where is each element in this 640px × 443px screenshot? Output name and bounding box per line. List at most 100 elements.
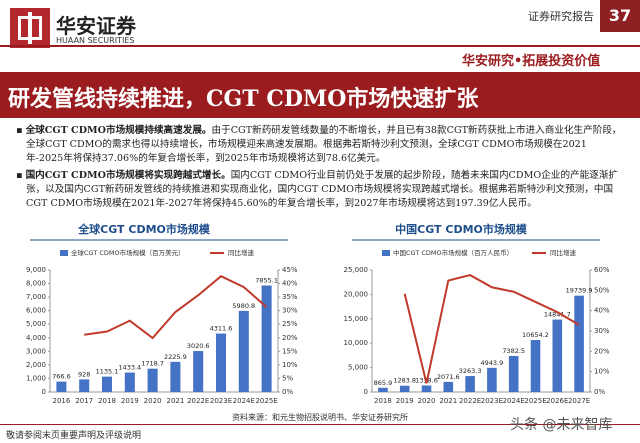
growth-line	[403, 274, 580, 384]
bar	[56, 381, 67, 392]
y2-tick-label: 50%	[594, 286, 610, 294]
growth-line	[84, 275, 268, 340]
x-tick-label: 2025E	[255, 397, 277, 405]
x-tick-label: 2024E	[233, 397, 255, 405]
report-type: 证券研究报告	[528, 10, 594, 23]
bar	[465, 376, 475, 392]
bar	[238, 310, 249, 392]
header-rule	[0, 45, 640, 47]
y-tick-label: 6,000	[26, 307, 46, 315]
x-tick-label: 2020	[418, 397, 436, 405]
y-tick-label: 7,000	[26, 293, 46, 301]
data-label: 3263.3	[459, 367, 482, 375]
bar	[193, 351, 204, 392]
x-tick-label: 2022E	[459, 397, 481, 405]
x-tick-label: 2018	[98, 397, 116, 405]
x-tick-label: 2021	[439, 397, 457, 405]
chart-title: 全球CGT CDMO市场规模	[77, 222, 211, 236]
bar	[378, 387, 388, 392]
data-label: 865.9	[374, 379, 393, 387]
data-label: 2071.6	[437, 373, 460, 381]
bar	[421, 385, 432, 392]
data-label: 928	[78, 370, 90, 378]
bar	[399, 385, 410, 392]
y-tick-label: 1,000	[26, 374, 46, 382]
data-label: 1135.1	[96, 368, 119, 376]
y2-tick-label: 45%	[282, 266, 298, 274]
y2-tick-label: 40%	[594, 307, 610, 315]
bar	[530, 340, 541, 392]
x-tick-label: 2019	[121, 397, 139, 405]
y2-tick-label: 10%	[594, 368, 610, 376]
y-tick-label: 0	[364, 388, 368, 396]
slogan: 华安研究•拓展投资价值	[462, 54, 601, 69]
y2-tick-label: 60%	[594, 266, 610, 274]
data-label: 766.6	[52, 373, 71, 381]
y2-tick-label: 0%	[282, 388, 293, 396]
data-label: 14841.7	[544, 311, 571, 319]
y2-tick-label: 10%	[282, 361, 298, 369]
bar	[170, 361, 181, 392]
x-tick-label: 2021	[166, 397, 184, 405]
bar	[101, 376, 113, 392]
data-label: 5980.8	[232, 302, 255, 310]
source: 资料来源：和元生物招股说明书、华安证券研究所	[232, 413, 408, 422]
y-tick-label: 20,000	[344, 290, 369, 298]
y-tick-label: 2,000	[26, 361, 46, 369]
bar	[79, 379, 90, 392]
bullet-text: 由于CGT新药研发管线数量的不断增长，并且已有38款CGT新药获批上市进入商业化…	[26, 125, 622, 165]
data-label: 1283.8	[393, 377, 416, 385]
y2-tick-label: 5%	[282, 374, 293, 382]
bullet-lead: 国内CGT CDMO市场规模将实现跨越式增长。	[25, 169, 231, 181]
data-label: 4943.9	[481, 359, 504, 367]
x-tick-label: 2020	[144, 397, 162, 405]
y-tick-label: 0	[42, 388, 46, 396]
x-tick-label: 2019	[396, 397, 414, 405]
page-title: 研发管线持续推进，CGT CDMO市场快速扩张	[8, 86, 479, 112]
bullet-lead: 全球CGT CDMO市场规模持续高速发展。	[25, 125, 212, 136]
bullet-text: 国内CGT CDMO行业目前仍处于发展的起步阶段，随着未来国内CDMO企业的产能…	[26, 169, 619, 210]
data-label: 19739.9	[566, 287, 593, 295]
data-label: 3020.6	[187, 342, 210, 350]
y2-tick-label: 30%	[594, 327, 610, 335]
bar	[147, 368, 158, 392]
y2-tick-label: 20%	[594, 347, 610, 355]
bullet: ▪ 国内CGT CDMO市场规模将实现跨越式增长。国内CGT CDMO行业目前仍…	[16, 169, 619, 210]
x-tick-label: 2026E	[546, 397, 568, 405]
y-tick-label: 5,000	[26, 320, 46, 328]
data-label: 2225.9	[164, 353, 187, 361]
y-tick-label: 10,000	[344, 339, 369, 347]
charts: 全球CGT CDMO市场规模 0 1,000 2,000 3,000 4,000 5,000…	[26, 222, 610, 405]
x-tick-label: 2017	[75, 397, 93, 405]
data-label: 10654.2	[522, 331, 549, 339]
y2-tick-label: 40%	[282, 280, 298, 288]
legend-label: 同比增速	[550, 248, 577, 257]
legend-label: 全球CGT CDMO市场规模（百万美元）	[71, 248, 185, 257]
y-tick-label: 4,000	[26, 334, 46, 342]
bar	[574, 295, 584, 392]
bar	[508, 355, 519, 392]
watermark: 头条 @未来智库	[510, 417, 613, 433]
chart-title: 中国CGT CDMO市场规模	[395, 222, 528, 236]
x-tick-label: 2023E	[210, 397, 232, 405]
bar	[443, 381, 454, 392]
footer: 敬请参阅末页重要声明及评级说明	[6, 431, 142, 441]
bar	[552, 319, 563, 392]
title-bar: 研发管线持续推进，CGT CDMO市场快速扩张	[0, 72, 640, 118]
bullet: ▪ 全球CGT CDMO市场规模持续高速发展。由于CGT新药研发管线数量的不断增…	[16, 125, 622, 165]
y-tick-label: 5,000	[348, 364, 368, 372]
y2-tick-label: 30%	[282, 307, 298, 315]
data-label: 1718.7	[141, 360, 164, 368]
x-tick-label: 2024E	[503, 397, 525, 405]
page-number: 37	[600, 0, 640, 32]
footer-rule	[0, 424, 640, 425]
x-tick-label: 2016	[52, 397, 70, 405]
logo-cn: 华安证券	[56, 14, 136, 38]
y2-tick-label: 0%	[594, 388, 605, 396]
logo-icon	[10, 8, 50, 48]
bar	[261, 285, 272, 392]
y2-tick-label: 15%	[282, 347, 298, 355]
logo-en: HUAAN SECURITIES	[56, 36, 135, 45]
bar	[124, 372, 135, 392]
